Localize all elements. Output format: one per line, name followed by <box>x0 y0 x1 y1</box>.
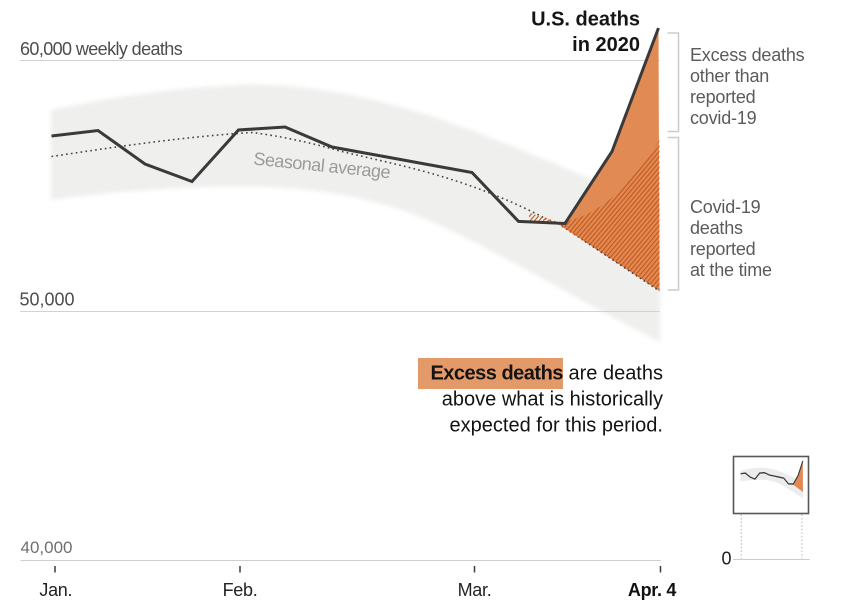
svg-text:60,000 weekly deaths: 60,000 weekly deaths <box>20 39 183 59</box>
svg-text:50,000: 50,000 <box>20 290 75 310</box>
svg-text:Feb.: Feb. <box>223 580 258 600</box>
svg-text:above what is historically: above what is historically <box>442 389 663 411</box>
svg-text:Excess deaths: Excess deaths <box>690 45 805 65</box>
svg-text:reported: reported <box>690 239 755 259</box>
svg-text:deaths: deaths <box>690 218 743 238</box>
svg-text:at the time: at the time <box>690 260 772 280</box>
svg-text:0: 0 <box>721 549 731 569</box>
svg-text:40,000: 40,000 <box>21 538 73 557</box>
svg-text:covid-19: covid-19 <box>690 108 757 128</box>
svg-text:in 2020: in 2020 <box>572 34 640 56</box>
svg-text:Covid-19: Covid-19 <box>690 197 761 217</box>
svg-text:Mar.: Mar. <box>458 580 492 600</box>
svg-text:reported: reported <box>690 87 755 107</box>
svg-text:Excess deaths are deaths: Excess deaths are deaths <box>430 363 663 385</box>
svg-text:other than: other than <box>690 66 769 86</box>
svg-text:U.S. deaths: U.S. deaths <box>531 9 640 31</box>
svg-text:expected for this period.: expected for this period. <box>450 415 663 437</box>
svg-text:Jan.: Jan. <box>39 580 72 600</box>
svg-text:Apr. 4: Apr. 4 <box>628 580 677 600</box>
